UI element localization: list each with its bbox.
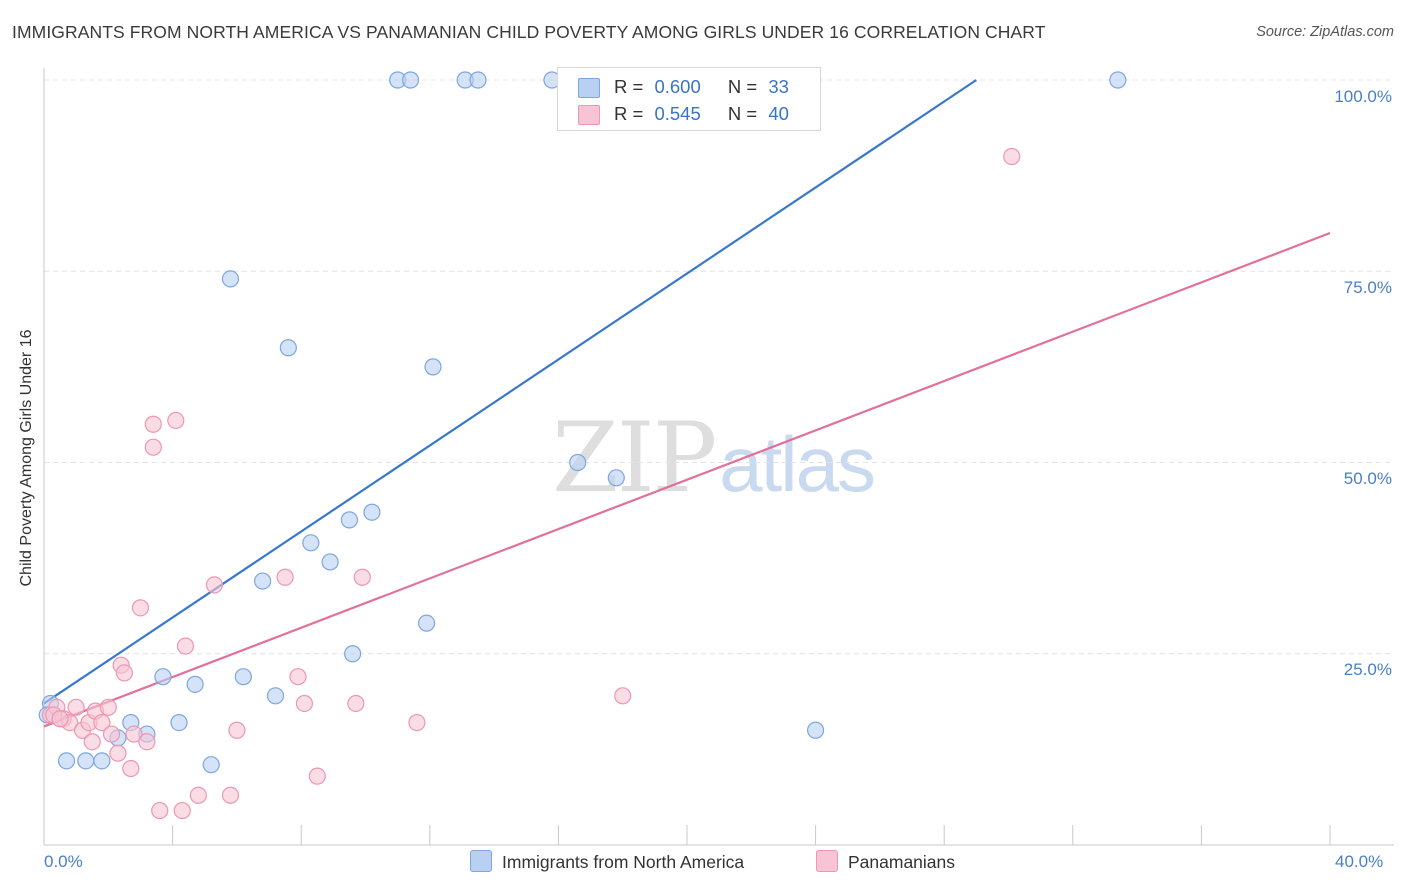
point-panamanian (151, 801, 169, 820)
point-panamanian (83, 733, 101, 751)
y-tick-label-25: 25.0% (1343, 660, 1392, 679)
point-north-america (344, 645, 362, 663)
point-north-america (363, 503, 381, 521)
bottom-legend-north-america: Immigrants from North America (470, 850, 745, 874)
point-panamanian (102, 725, 121, 743)
point-north-america (279, 339, 297, 357)
bottom-legend-label-2: Panamanians (848, 852, 956, 872)
point-north-america (57, 752, 76, 770)
point-panamanian (347, 694, 365, 713)
point-north-america (93, 752, 111, 770)
point-panamanian (176, 637, 195, 655)
point-panamanian (125, 725, 143, 743)
trend-line-2 (43, 231, 1331, 728)
legend-row-north-america: R = 0.600 N = 33 (578, 76, 789, 98)
point-panamanian (228, 721, 246, 739)
legend-n-label: N = (727, 103, 758, 124)
x-tick-label-max: 40.0% (1335, 852, 1384, 871)
point-north-america (340, 511, 359, 529)
x-tick-label-min: 0.0% (44, 852, 83, 871)
point-north-america (424, 358, 442, 376)
point-panamanian (289, 668, 307, 686)
legend-r-value-1: 0.600 (654, 76, 701, 97)
point-panamanian (122, 759, 140, 778)
bottom-legend-panamanians: Panamanians (816, 850, 956, 874)
point-north-america (254, 572, 272, 590)
legend-n-value-1: 33 (768, 76, 789, 97)
point-panamanian (99, 698, 117, 716)
point-panamanian (109, 744, 127, 762)
point-north-america (1109, 71, 1127, 89)
watermark-atlas: atlas (719, 420, 876, 508)
source-attribution: Source: ZipAtlas.com (1256, 24, 1394, 40)
point-north-america (469, 71, 487, 89)
trend-line-1 (43, 79, 977, 705)
point-panamanian (115, 664, 133, 682)
point-panamanian (614, 687, 632, 705)
bottom-legend-swatch-pink (816, 850, 838, 873)
point-panamanian (131, 599, 150, 617)
point-panamanian (167, 411, 185, 430)
point-panamanian (138, 733, 156, 751)
point-panamanian (205, 576, 223, 594)
point-north-america (266, 687, 285, 705)
point-north-america (202, 756, 220, 774)
legend-n-value-2: 40 (768, 103, 789, 124)
point-panamanian (353, 568, 371, 586)
point-panamanian (67, 698, 85, 716)
legend-swatch-pink (578, 105, 600, 125)
point-north-america (401, 71, 420, 89)
point-north-america (417, 614, 436, 632)
point-panamanian (144, 415, 162, 433)
y-tick-label-100: 100.0% (1334, 87, 1392, 106)
legend-r-label: R = (614, 76, 644, 97)
point-north-america (806, 721, 825, 739)
point-panamanian (189, 786, 207, 804)
axes (43, 68, 1394, 846)
data-points (38, 71, 1127, 820)
y-tick-label-75: 75.0% (1343, 278, 1392, 297)
point-panamanian (173, 801, 191, 820)
point-panamanian (93, 713, 111, 732)
bottom-legend-label-1: Immigrants from North America (502, 852, 745, 872)
point-panamanian (1003, 147, 1021, 166)
point-north-america (186, 675, 204, 693)
legend-r-value-2: 0.545 (654, 103, 701, 124)
legend-r-label: R = (614, 103, 644, 124)
y-axis-label: Child Poverty Among Girls Under 16 (18, 329, 35, 587)
legend-n-label: N = (727, 76, 758, 97)
correlation-legend: R = 0.600 N = 33 R = 0.545 N = 40 (557, 67, 821, 131)
point-north-america (569, 453, 587, 472)
point-panamanian (276, 568, 294, 586)
legend-row-panamanians: R = 0.545 N = 40 (578, 103, 789, 125)
point-panamanian (408, 713, 426, 732)
point-panamanian (295, 694, 314, 713)
point-panamanian (308, 767, 326, 785)
point-north-america (77, 752, 95, 770)
point-panamanian (144, 438, 162, 456)
point-north-america (321, 553, 339, 571)
bottom-legend-swatch-blue (470, 850, 492, 873)
point-north-america (607, 469, 625, 487)
legend-swatch-blue (578, 78, 600, 98)
point-north-america (234, 668, 252, 686)
point-north-america (154, 668, 172, 686)
chart-title: IMMIGRANTS FROM NORTH AMERICA VS PANAMAN… (12, 22, 1046, 42)
point-panamanian (221, 786, 240, 804)
point-north-america (221, 270, 240, 288)
point-north-america (170, 713, 188, 732)
y-tick-label-50: 50.0% (1343, 469, 1392, 488)
point-north-america (302, 534, 320, 552)
point-panamanian (51, 710, 69, 728)
trend-lines (43, 79, 1331, 728)
